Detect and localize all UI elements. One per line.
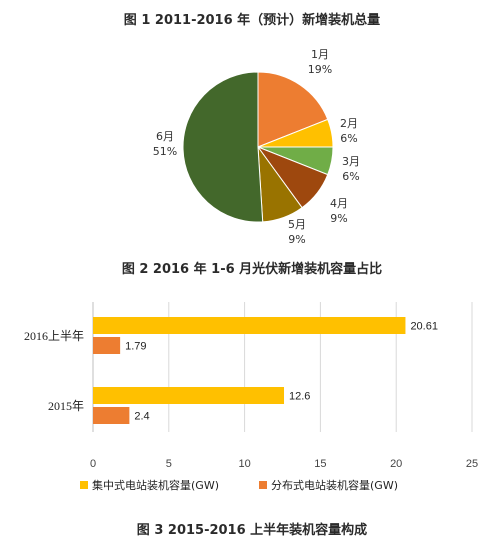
bar-data-label: 20.61	[410, 321, 438, 333]
bar-centralized	[93, 317, 406, 334]
pie-slice-percent: 9%	[288, 233, 305, 246]
pie-slice-percent: 19%	[308, 63, 332, 76]
pie-slice-percent: 51%	[153, 145, 177, 158]
x-tick-label: 25	[466, 458, 478, 470]
legend-label: 集中式电站装机容量(GW)	[92, 478, 219, 492]
pie-slice-label: 2月	[340, 117, 358, 130]
pie-slice-label: 4月	[330, 197, 348, 210]
x-tick-label: 10	[238, 458, 250, 470]
category-label: 2016上半年	[24, 329, 84, 343]
pie-slice-percent: 6%	[340, 132, 357, 145]
bar-data-label: 1.79	[125, 341, 146, 353]
x-tick-label: 20	[390, 458, 402, 470]
pie-slice-percent: 9%	[330, 212, 347, 225]
bar-chart: 0 5 10 15 20 25 2016上半年 20.61 1.79 2015年 12.6 2.4 集中…	[24, 302, 478, 492]
bar-data-label: 2.4	[134, 411, 149, 423]
x-tick-label: 15	[314, 458, 326, 470]
bar-distributed	[93, 337, 121, 354]
figure-3-caption: 图 3 2015-2016 上半年装机容量构成	[136, 523, 368, 538]
legend-label: 分布式电站装机容量(GW)	[271, 478, 398, 492]
pie-chart: 1月 19% 2月 6% 3月 6% 4月 9% 5月 9% 6月 51%	[153, 48, 360, 246]
x-tick-label: 5	[166, 458, 172, 470]
pie-slice-6	[182, 71, 264, 223]
pie-slice-percent: 6%	[342, 170, 359, 183]
pie-slice-label: 1月	[311, 48, 329, 61]
pie-slice-label: 3月	[342, 155, 360, 168]
bar-centralized	[93, 387, 285, 404]
figure-2-caption: 图 2 2016 年 1-6 月光伏新增装机容量占比	[121, 262, 383, 277]
legend-swatch	[259, 481, 267, 489]
pie-slice-1	[257, 71, 329, 148]
category-label: 2015年	[48, 399, 84, 413]
figure-1-caption: 图 1 2011-2016 年（预计）新增装机总量	[123, 13, 381, 28]
pie-slice-label: 5月	[288, 218, 306, 231]
legend-swatch	[80, 481, 88, 489]
pie-slice-label: 6月	[156, 130, 174, 143]
x-tick-label: 0	[90, 458, 96, 470]
bar-distributed	[93, 407, 130, 424]
bar-data-label: 12.6	[289, 391, 310, 403]
